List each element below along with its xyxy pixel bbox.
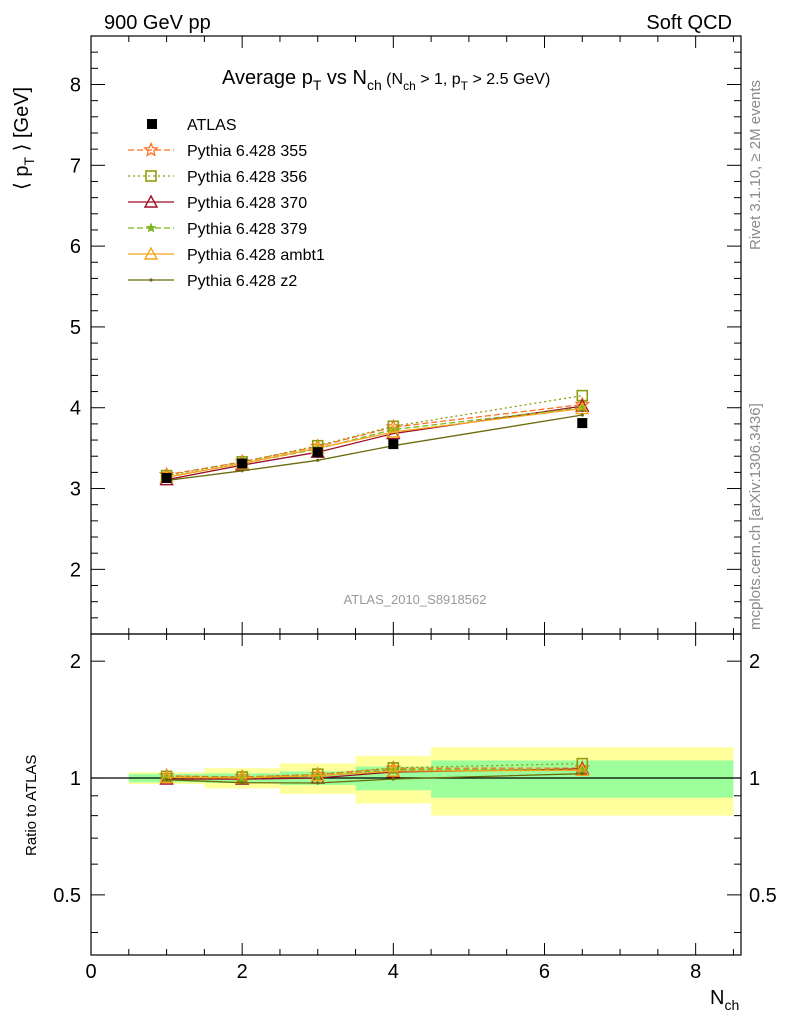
data-point: [577, 418, 588, 429]
main-y-tick-label: 8: [70, 74, 81, 96]
plot-frames: 0 2 4 6 8 2 3 4 5 6 7 8 0.5 0.5 1 1 2 2: [53, 35, 777, 983]
ratio-frame: [90, 633, 742, 956]
series-line: [166, 405, 583, 481]
legend-label: ATLAS: [187, 117, 237, 134]
ratio-series-line: [166, 769, 583, 779]
series-line: [166, 407, 583, 478]
series-line: [166, 414, 583, 482]
legend: ATLAS Pythia 6.428 355 Pythia 6.428 356 Pyt…: [128, 117, 325, 290]
legend-label: Pythia 6.428 ambt1: [187, 247, 325, 264]
ratio-series-point: [580, 772, 584, 776]
ratio-series-point: [240, 781, 244, 785]
series-point: [386, 424, 401, 438]
ratio-series-point: [159, 770, 174, 784]
main-y-tick-label: 4: [70, 398, 81, 420]
main-y-tick-label: 3: [70, 479, 81, 501]
ratio-y-tick-label: 0.5: [53, 885, 81, 907]
x-axis-label: Nch: [710, 987, 739, 1013]
ratio-series-point: [159, 771, 174, 785]
x-tick-label: 0: [85, 961, 96, 983]
ratio-y-tick-label: 2: [70, 651, 81, 673]
data-point: [312, 447, 323, 458]
ratio-series-point: [577, 764, 588, 775]
legend-label: Pythia 6.428 z2: [187, 273, 297, 290]
series-line: [166, 407, 583, 478]
series-line: [166, 394, 583, 477]
main-plot-area: [158, 389, 591, 486]
legend-marker: [145, 222, 157, 233]
ratio-y-tick-label-right: 0.5: [749, 885, 777, 907]
x-tick-label: 8: [690, 961, 701, 983]
x-tick-label: 6: [539, 961, 550, 983]
main-y-tick-label: 6: [70, 236, 81, 258]
ratio-series-point: [387, 762, 400, 774]
data-point: [237, 458, 248, 469]
ratio-plot-area: [91, 757, 741, 785]
x-tick-label: 4: [388, 961, 399, 983]
series-point: [316, 458, 320, 462]
ratio-series-point: [391, 777, 395, 781]
main-y-tick-label: 5: [70, 317, 81, 339]
legend-marker-data: [147, 119, 157, 129]
legend-label: Pythia 6.428 355: [187, 143, 307, 160]
series-point: [575, 398, 590, 412]
main-y-axis-label: ⟨ pT ⟩ [GeV]: [11, 87, 37, 190]
ratio-series-point: [164, 778, 169, 782]
ratio-y-tick-label-right: 2: [749, 651, 760, 673]
legend-marker: [143, 246, 159, 260]
legend-marker: [149, 278, 153, 282]
main-y-tick-label: 2: [70, 559, 81, 581]
main-y-tick-label: 7: [70, 155, 81, 177]
ratio-series-point: [386, 763, 401, 777]
legend-label: Pythia 6.428 370: [187, 195, 307, 212]
x-tick-label: 2: [237, 961, 248, 983]
mcplots-label: mcplots.cern.ch [arXiv:1306.3436]: [747, 403, 764, 630]
series-point: [580, 413, 584, 417]
legend-label: Pythia 6.428 356: [187, 169, 307, 186]
plot-title: Average pT vs Nch (Nch > 1, pT > 2.5 GeV…: [222, 67, 550, 93]
header-left: 900 GeV pp: [104, 12, 211, 34]
ratio-y-tick-label-right: 1: [749, 768, 760, 790]
analysis-watermark: ATLAS_2010_S8918562: [344, 592, 487, 607]
legend-marker: [143, 194, 159, 208]
legend-marker: [143, 141, 159, 157]
legend-label: Pythia 6.428 379: [187, 221, 307, 238]
data-point: [388, 439, 399, 450]
ratio-series-point: [310, 768, 325, 782]
series-point: [240, 469, 244, 473]
rivet-label: Rivet 3.1.10, ≥ 2M events: [747, 80, 764, 250]
data-point: [161, 473, 172, 484]
header-right: Soft QCD: [646, 12, 732, 34]
ratio-y-axis-label: Ratio to ATLAS: [23, 755, 40, 856]
ratio-y-tick-label: 1: [70, 768, 81, 790]
legend-marker: [145, 170, 157, 182]
ratio-series-point: [316, 781, 320, 785]
